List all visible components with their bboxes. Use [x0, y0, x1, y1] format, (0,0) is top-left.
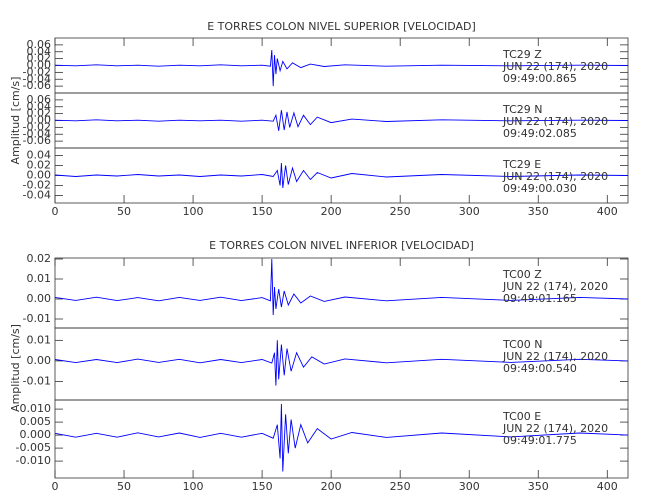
date-label: JUN 22 (174), 2020	[502, 280, 608, 293]
date-label: JUN 22 (174), 2020	[502, 422, 608, 435]
y-tick-label: -0.04	[23, 189, 51, 202]
waveform	[54, 110, 629, 131]
waveform	[54, 340, 629, 386]
y-tick-label: -0.04	[23, 72, 51, 85]
y-tick-label: -0.02	[23, 65, 51, 78]
y-tick-label: -0.04	[23, 127, 51, 140]
date-label: JUN 22 (174), 2020	[502, 350, 608, 363]
y-tick-label: 0.005	[20, 415, 52, 428]
date-label: JUN 22 (174), 2020	[502, 60, 608, 73]
x-tick-label: 300	[459, 480, 480, 493]
station-label: TC00 E	[502, 410, 541, 423]
chart-title: E TORRES COLON NIVEL SUPERIOR [VELOCIDAD…	[207, 20, 476, 33]
x-tick-label: 350	[528, 480, 549, 493]
waveform	[54, 162, 629, 189]
y-tick-label: 0.02	[27, 252, 52, 265]
time-label: 09:49:01.165	[503, 292, 577, 305]
time-label: 09:49:00.030	[503, 182, 577, 195]
y-tick-label: -0.06	[23, 134, 51, 147]
station-label: TC00 N	[502, 338, 542, 351]
y-tick-label: -0.06	[23, 79, 51, 92]
y-tick-label: 0.01	[27, 272, 52, 285]
y-tick-label: 0.04	[27, 45, 52, 58]
time-label: 09:49:00.865	[503, 72, 577, 85]
y-axis-label: Amplitud [cm/s]	[9, 77, 22, 165]
x-tick-label: 300	[459, 205, 480, 218]
panel-frame	[54, 399, 629, 479]
x-tick-label: 0	[52, 480, 59, 493]
x-tick-label: 150	[252, 480, 273, 493]
y-axis-label: Amplitud [cm/s]	[9, 324, 22, 412]
y-tick-label: 0.00	[27, 292, 52, 305]
x-tick-label: 0	[52, 205, 59, 218]
date-label: JUN 22 (174), 2020	[502, 170, 608, 183]
y-tick-label: 0.01	[27, 333, 52, 346]
y-tick-label: 0.02	[27, 107, 52, 120]
y-tick-label: 0.06	[27, 38, 52, 51]
y-tick-label: 0.00	[27, 114, 52, 127]
y-tick-label: 0.00	[27, 59, 52, 72]
y-tick-label: -0.010	[16, 454, 51, 467]
x-tick-label: 400	[597, 205, 618, 218]
y-tick-label: 0.00	[27, 169, 52, 182]
x-tick-label: 250	[390, 480, 411, 493]
y-tick-label: 0.02	[27, 159, 52, 172]
station-label: TC00 Z	[502, 268, 542, 281]
x-tick-label: 50	[117, 480, 131, 493]
y-tick-label: -0.02	[23, 120, 51, 133]
station-label: TC29 Z	[502, 48, 542, 61]
x-tick-label: 200	[321, 205, 342, 218]
time-label: 09:49:00.540	[503, 362, 577, 375]
x-tick-label: 150	[252, 205, 273, 218]
y-tick-label: -0.005	[16, 441, 51, 454]
waveform	[54, 403, 629, 472]
time-label: 09:49:02.085	[503, 127, 577, 140]
date-label: JUN 22 (174), 2020	[502, 115, 608, 128]
y-tick-label: 0.04	[27, 100, 52, 113]
chart-title: E TORRES COLON NIVEL INFERIOR [VELOCIDAD…	[209, 239, 474, 252]
waveform	[54, 258, 629, 316]
y-tick-label: 0.000	[20, 428, 52, 441]
x-tick-label: 400	[597, 480, 618, 493]
station-label: TC29 E	[502, 158, 541, 171]
y-tick-label: -0.02	[23, 179, 51, 192]
y-tick-label: 0.010	[20, 402, 52, 415]
y-tick-label: 0.02	[27, 52, 52, 65]
y-tick-label: 0.06	[27, 93, 52, 106]
x-tick-label: 200	[321, 480, 342, 493]
x-tick-label: 100	[183, 205, 204, 218]
y-tick-label: 0.00	[27, 354, 52, 367]
x-tick-label: 50	[117, 205, 131, 218]
x-tick-label: 100	[183, 480, 204, 493]
y-tick-label: -0.01	[23, 312, 51, 325]
x-tick-label: 350	[528, 205, 549, 218]
time-label: 09:49:01.775	[503, 434, 577, 447]
waveform	[54, 49, 629, 87]
y-tick-label: -0.01	[23, 374, 51, 387]
y-tick-label: 0.04	[27, 149, 52, 162]
x-tick-label: 250	[390, 205, 411, 218]
station-label: TC29 N	[502, 103, 542, 116]
